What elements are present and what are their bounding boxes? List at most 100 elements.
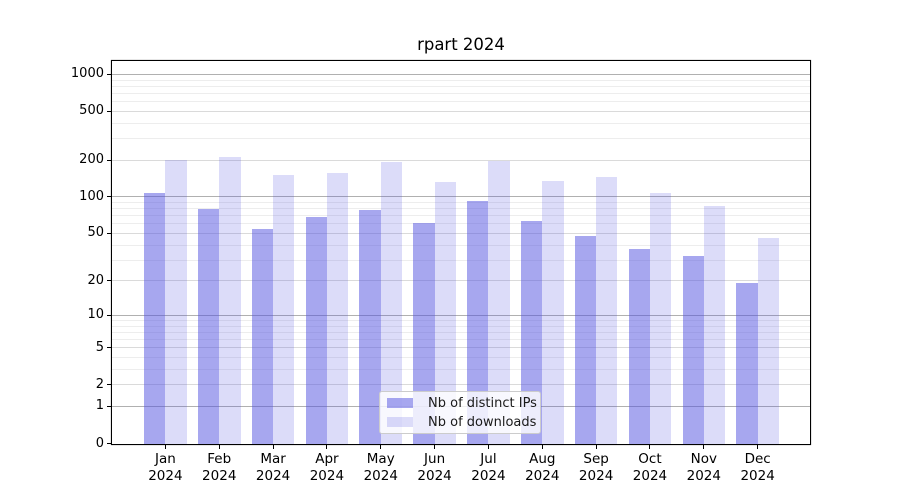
gridline-500 xyxy=(112,110,810,112)
xtick-mar xyxy=(272,445,274,449)
legend-swatch-distinct-ips xyxy=(387,398,413,408)
ytick-label-1: 1 xyxy=(95,398,104,414)
xtick-jan xyxy=(164,445,166,449)
ytick-label-0: 0 xyxy=(95,435,104,451)
gridline-minor-900 xyxy=(112,79,810,81)
legend-label-downloads: Nb of downloads xyxy=(428,414,537,430)
bar-jun-distinct-ips xyxy=(413,222,435,444)
ytick-20 xyxy=(107,280,112,282)
gridline-minor-6 xyxy=(112,339,810,341)
xtick-feb xyxy=(218,445,220,449)
gridline-minor-8 xyxy=(112,325,810,327)
ytick-label-50: 50 xyxy=(87,225,104,241)
ytick-0 xyxy=(107,443,112,444)
xtick-may xyxy=(380,445,382,449)
ytick-label-1000: 1000 xyxy=(70,66,104,82)
ytick-100 xyxy=(107,196,112,198)
ytick-500 xyxy=(107,110,112,112)
xtick-jun xyxy=(434,445,436,449)
xtick-label-apr: Apr 2024 xyxy=(309,451,345,484)
bar-feb-distinct-ips xyxy=(197,208,220,444)
bar-jun-downloads xyxy=(434,182,456,444)
gridline-minor-700 xyxy=(112,92,810,94)
bar-aug-distinct-ips xyxy=(520,220,543,444)
xtick-label-sep: Sep 2024 xyxy=(578,451,614,484)
gridline-200 xyxy=(112,159,810,161)
gridline-minor-300 xyxy=(112,138,810,140)
gridline-20 xyxy=(112,280,810,282)
ytick-label-10: 10 xyxy=(87,307,104,323)
ytick-label-20: 20 xyxy=(87,272,104,288)
bar-jul-distinct-ips xyxy=(467,201,489,444)
gridline-minor-9 xyxy=(112,320,810,321)
gridline-minor-600 xyxy=(112,101,810,103)
ytick-1 xyxy=(107,405,112,407)
xtick-oct xyxy=(649,445,651,449)
chart-title: rpart 2024 xyxy=(417,35,505,54)
xtick-label-jun: Jun 2024 xyxy=(417,451,452,484)
bar-apr-downloads xyxy=(326,172,349,444)
xtick-label-jan: Jan 2024 xyxy=(148,451,183,484)
bar-nov-downloads xyxy=(703,206,726,444)
ytick-label-100: 100 xyxy=(79,188,104,204)
gridline-minor-4 xyxy=(112,357,810,359)
bar-may-downloads xyxy=(380,161,403,444)
xtick-dec xyxy=(757,445,759,449)
xtick-sep xyxy=(595,445,597,449)
gridline-minor-800 xyxy=(112,85,810,87)
gridline-minor-400 xyxy=(112,122,810,124)
bar-dec-distinct-ips xyxy=(736,282,758,444)
ytick-5 xyxy=(107,347,112,349)
gridline-minor-80 xyxy=(112,208,810,210)
ytick-50 xyxy=(107,232,112,234)
xtick-label-jul: Jul 2024 xyxy=(471,451,506,484)
xtick-apr xyxy=(326,445,328,449)
ytick-label-5: 5 xyxy=(95,339,104,355)
ytick-10 xyxy=(107,314,112,316)
gridline-5 xyxy=(112,347,810,349)
xtick-label-oct: Oct 2024 xyxy=(632,451,668,484)
bar-feb-downloads xyxy=(219,156,241,444)
bar-sep-distinct-ips xyxy=(574,236,597,444)
gridline-1000 xyxy=(112,73,810,75)
xtick-nov xyxy=(703,445,705,449)
gridline-50 xyxy=(112,232,810,234)
gridline-minor-3 xyxy=(112,368,810,370)
bar-nov-distinct-ips xyxy=(682,256,704,444)
bar-oct-distinct-ips xyxy=(628,248,650,444)
ytick-label-500: 500 xyxy=(79,103,104,119)
ytick-200 xyxy=(107,159,112,161)
gridline-minor-7 xyxy=(112,331,810,333)
ytick-1000 xyxy=(107,73,112,75)
gridline-minor-70 xyxy=(112,215,810,217)
gridline-10 xyxy=(112,314,810,316)
xtick-label-nov: Nov 2024 xyxy=(686,451,721,484)
xtick-aug xyxy=(541,445,543,449)
bar-mar-distinct-ips xyxy=(251,228,274,444)
legend: Nb of distinct IPs Nb of downloads xyxy=(379,391,541,434)
bar-apr-distinct-ips xyxy=(305,216,327,444)
gridline-minor-60 xyxy=(112,223,810,225)
gridline-minor-30 xyxy=(112,259,810,261)
legend-swatch-downloads xyxy=(387,417,413,427)
ytick-label-2: 2 xyxy=(95,376,104,392)
legend-label-distinct-ips: Nb of distinct IPs xyxy=(428,395,537,411)
xtick-label-feb: Feb 2024 xyxy=(202,451,237,484)
xtick-jul xyxy=(487,445,489,449)
bar-dec-downloads xyxy=(757,238,779,444)
bar-jan-downloads xyxy=(165,159,187,444)
legend-item-downloads: Nb of downloads xyxy=(387,414,536,430)
bar-jul-downloads xyxy=(488,160,510,444)
bar-oct-downloads xyxy=(649,192,672,444)
bar-jan-distinct-ips xyxy=(144,192,166,444)
ytick-2 xyxy=(107,384,112,386)
gridline-minor-40 xyxy=(112,244,810,246)
bar-sep-downloads xyxy=(596,176,618,444)
xtick-label-dec: Dec 2024 xyxy=(740,451,775,484)
plot-area xyxy=(112,61,810,444)
xtick-label-mar: Mar 2024 xyxy=(255,451,291,484)
xtick-label-aug: Aug 2024 xyxy=(525,451,560,484)
gridline-minor-90 xyxy=(112,202,810,204)
legend-item-distinct-ips: Nb of distinct IPs xyxy=(387,395,537,411)
